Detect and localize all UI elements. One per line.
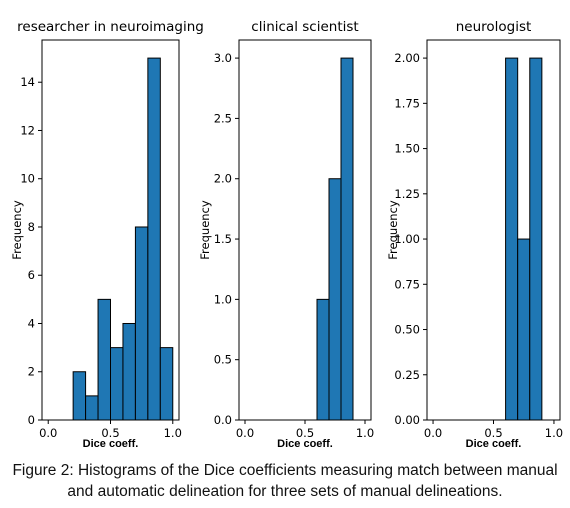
y-tick-label: 4: [28, 316, 35, 330]
y-tick-label: 6: [28, 268, 35, 282]
histogram-bar: [147, 57, 161, 421]
chart-title: neurologist: [456, 19, 532, 35]
histogram-panel-1: 0 2 4 6 8 10 12 14 0.0 0.5 1.0 researcher in neuroi…: [10, 19, 204, 450]
chart-title: researcher in neuroimaging: [17, 19, 204, 35]
x-axis-label: Dice coeff.: [83, 438, 139, 450]
x-tick-label: 0.5: [101, 426, 119, 440]
histogram-bar: [159, 347, 174, 421]
x-tick-label: 0.0: [236, 426, 254, 440]
histogram-bar: [316, 298, 330, 421]
x-tick-label: 0.0: [424, 426, 442, 440]
y-axis-label: Frequency: [386, 200, 400, 260]
x-tick-label: 1.0: [545, 426, 563, 440]
y-axis-label: Frequency: [10, 200, 24, 260]
y-tick-label: 3.0: [214, 51, 232, 65]
x-axis-label: Dice coeff.: [277, 438, 333, 450]
histogram-bar: [517, 238, 531, 421]
y-tick-label: 2.00: [394, 51, 420, 65]
histogram-bar: [72, 371, 87, 421]
histogram-panel-2: 0.0 0.5 1.0 1.5 2.0 2.5 3.0 0.0 0.5 1.0 clinical s…: [198, 19, 374, 450]
y-tick-label: 0.00: [394, 413, 420, 427]
histogram-bar: [529, 57, 543, 421]
y-tick-label: 0: [28, 413, 35, 427]
y-tick-label: 10: [20, 172, 35, 186]
histogram-bar: [122, 322, 136, 421]
x-tick-label: 0.5: [484, 426, 502, 440]
histogram-bar: [340, 57, 354, 421]
y-tick-label: 0.5: [214, 353, 232, 367]
y-tick-label: 12: [20, 123, 35, 137]
histogram-panel-3: 0.00 0.25 0.50 0.75 1.00 1.25 1.50 1.75 2.00 0.0 0…: [386, 19, 563, 450]
y-tick-label: 1.5: [214, 232, 232, 246]
y-tick-label: 8: [28, 220, 35, 234]
y-tick-label: 2.5: [214, 111, 232, 125]
histogram-bar: [134, 226, 149, 421]
histogram-bar: [505, 57, 519, 421]
x-axis-label: Dice coeff.: [466, 438, 522, 450]
y-tick-label: 2: [28, 365, 35, 379]
y-tick-label: 2.0: [214, 172, 232, 186]
y-tick-label: 14: [20, 75, 35, 89]
x-tick-label: 0.5: [296, 426, 314, 440]
y-tick-label: 1.25: [394, 187, 420, 201]
x-tick-label: 1.0: [356, 426, 374, 440]
y-tick-label: 1.75: [394, 96, 420, 110]
y-tick-label: 0.50: [394, 323, 420, 337]
y-axis-label: Frequency: [198, 200, 212, 260]
x-tick-label: 0.0: [39, 426, 57, 440]
y-tick-label: 1.50: [394, 142, 420, 156]
y-tick-label: 1.0: [214, 292, 232, 306]
histogram-bar: [85, 395, 99, 421]
y-tick-label: 0.75: [394, 277, 420, 291]
y-tick-label: 1.00: [394, 232, 420, 246]
figure-caption: Figure 2: Histograms of the Dice coeffic…: [12, 462, 558, 500]
histogram-bar: [97, 298, 112, 421]
x-tick-label: 1.0: [164, 426, 182, 440]
y-tick-label: 0.0: [214, 413, 232, 427]
y-tick-label: 0.25: [394, 368, 420, 382]
chart-title: clinical scientist: [251, 19, 358, 35]
histogram-bar: [110, 347, 124, 421]
histogram-bar: [328, 178, 342, 421]
histogram-figure: 0 2 4 6 8 10 12 14 0.0 0.5 1.0 researcher in neuroi…: [10, 19, 563, 450]
